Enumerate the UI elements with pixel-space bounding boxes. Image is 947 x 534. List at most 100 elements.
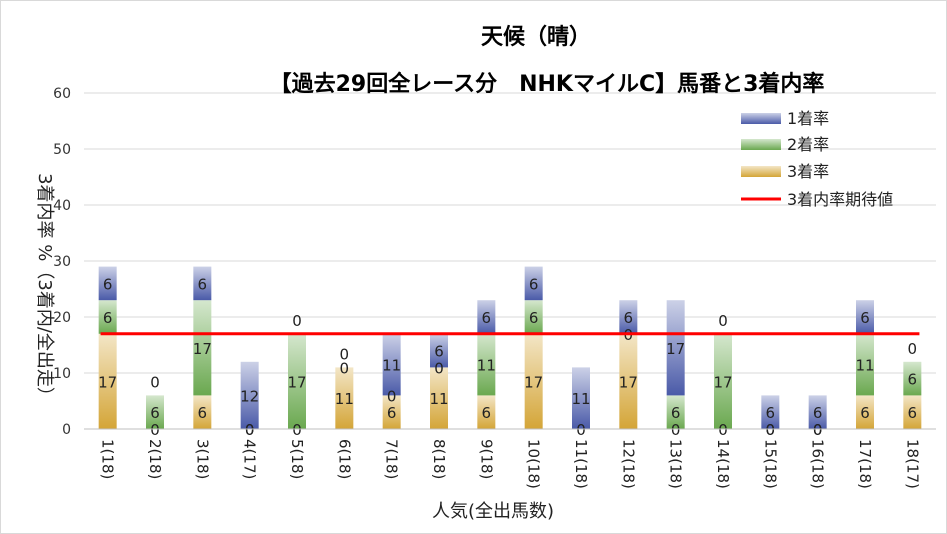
bar-segment [903, 361, 922, 396]
bar-data-label: 6 [103, 309, 113, 327]
bar-data-label: 0 [292, 421, 302, 439]
bar-segment [619, 300, 638, 334]
bar-segment [382, 395, 401, 429]
bar-segment [524, 300, 543, 334]
bar-data-label: 0 [766, 421, 776, 439]
bar-data-label: 6 [908, 371, 918, 389]
bar-data-label: 17 [287, 373, 306, 391]
bar-data-label: 0 [150, 373, 160, 391]
bar-data-label: 17 [193, 340, 212, 358]
bar-data-label: 0 [245, 421, 255, 439]
bar-segment [524, 266, 543, 301]
bar-segment [146, 395, 164, 429]
bar-data-label: 6 [198, 404, 208, 422]
y-tick-label: 0 [62, 422, 71, 438]
x-tick-label: 9(18) [477, 439, 495, 479]
bar-data-label: 0 [245, 421, 255, 439]
bar-data-label: 6 [671, 404, 681, 422]
bar-data-label: 17 [619, 373, 638, 391]
bar-data-label: 0 [718, 312, 728, 330]
bar-data-label: 6 [482, 404, 492, 422]
y-axis-label: 3着内率 %（3着内/全出走） [34, 173, 55, 405]
bar-data-label: 6 [624, 309, 634, 327]
x-tick-label: 7(18) [383, 439, 401, 479]
bar-data-label: 11 [855, 357, 874, 375]
bar-segment [856, 395, 874, 429]
x-tick-label: 18(17) [903, 439, 921, 489]
bar-segment [666, 395, 685, 429]
y-tick-label: 10 [53, 366, 71, 382]
bar-segment [714, 333, 732, 429]
bar-segment [430, 333, 448, 368]
x-tick-label: 6(18) [335, 439, 353, 479]
bar-data-label: 6 [860, 404, 870, 422]
legend: 1着率 2着率 3着率 3着内率期待値 [741, 109, 893, 209]
bar-data-label: 6 [813, 404, 823, 422]
bar-data-label: 0 [340, 359, 350, 377]
legend-swatch-1st [741, 113, 781, 124]
bar-data-label: 0 [766, 421, 776, 439]
bar-data-label: 17 [98, 373, 117, 391]
bar-data-label: 6 [198, 275, 208, 293]
bar-data-label: 6 [908, 404, 918, 422]
bar-data-label: 17 [713, 373, 732, 391]
x-tick-label: 10(18) [525, 439, 543, 489]
x-axis-label: 人気(全出馬数) [432, 501, 554, 522]
bar-segment [98, 333, 117, 429]
chart-title: 天候（晴） [481, 24, 591, 50]
y-tick-label: 60 [53, 86, 71, 102]
bar-segment [477, 395, 496, 429]
y-axis: 0 10 20 30 40 50 60 [53, 86, 71, 438]
bar-segment [619, 333, 638, 429]
bar-data-label: 12 [240, 387, 259, 405]
bar-segment [430, 367, 448, 429]
legend-swatch-2nd [741, 139, 781, 150]
legend-label-1st: 1着率 [787, 109, 829, 128]
bar-segment [856, 333, 874, 396]
bar-data-label: 6 [434, 343, 444, 361]
bar-data-label: 0 [576, 421, 586, 439]
bar-data-label: 17 [666, 340, 685, 358]
bar-data-label: 6 [482, 309, 492, 327]
bar-segment [98, 266, 117, 301]
bar-data-label: 0 [813, 421, 823, 439]
x-tick-label: 5(18) [288, 439, 306, 479]
bar-segment [193, 395, 212, 429]
grid-lines [84, 92, 936, 430]
bar-data-label: 17 [524, 373, 543, 391]
bar-segment [335, 367, 354, 429]
x-tick-label: 2(18) [146, 439, 164, 479]
y-tick-label: 40 [53, 198, 71, 214]
bar-data-label: 0 [340, 345, 350, 363]
bar-data-label: 6 [860, 309, 870, 327]
x-tick-label: 15(18) [761, 439, 779, 489]
bar-data-labels: 1766060617600120170110060111106611617660… [98, 275, 917, 439]
bar-data-label: 6 [529, 275, 539, 293]
bar-data-label: 11 [382, 357, 401, 375]
bar-segment [761, 395, 780, 429]
bar-segment [477, 333, 496, 396]
bar-data-label: 6 [103, 275, 113, 293]
bar-data-label: 0 [150, 421, 160, 439]
x-tick-label: 11(18) [572, 439, 590, 489]
x-tick-label: 3(18) [193, 439, 211, 479]
bar-segment [382, 333, 401, 396]
x-tick-label: 8(18) [430, 439, 448, 479]
bar-segment [903, 395, 922, 429]
bar-data-label: 0 [908, 340, 918, 358]
bar-data-label: 6 [529, 309, 539, 327]
legend-label-3rd: 3着率 [787, 162, 829, 181]
legend-label-expected: 3着内率期待値 [787, 190, 893, 209]
bar-data-label: 11 [335, 390, 354, 408]
bar-segment [240, 361, 259, 429]
bar-segment [193, 300, 212, 396]
bar-data-label: 6 [766, 404, 776, 422]
x-tick-label: 16(18) [809, 439, 827, 489]
y-tick-label: 20 [53, 310, 71, 326]
bar-data-label: 0 [434, 359, 444, 377]
bar-segment [524, 333, 543, 429]
bar-data-label: 0 [292, 312, 302, 330]
x-tick-label: 17(18) [856, 439, 874, 489]
bar-segment [572, 367, 590, 429]
